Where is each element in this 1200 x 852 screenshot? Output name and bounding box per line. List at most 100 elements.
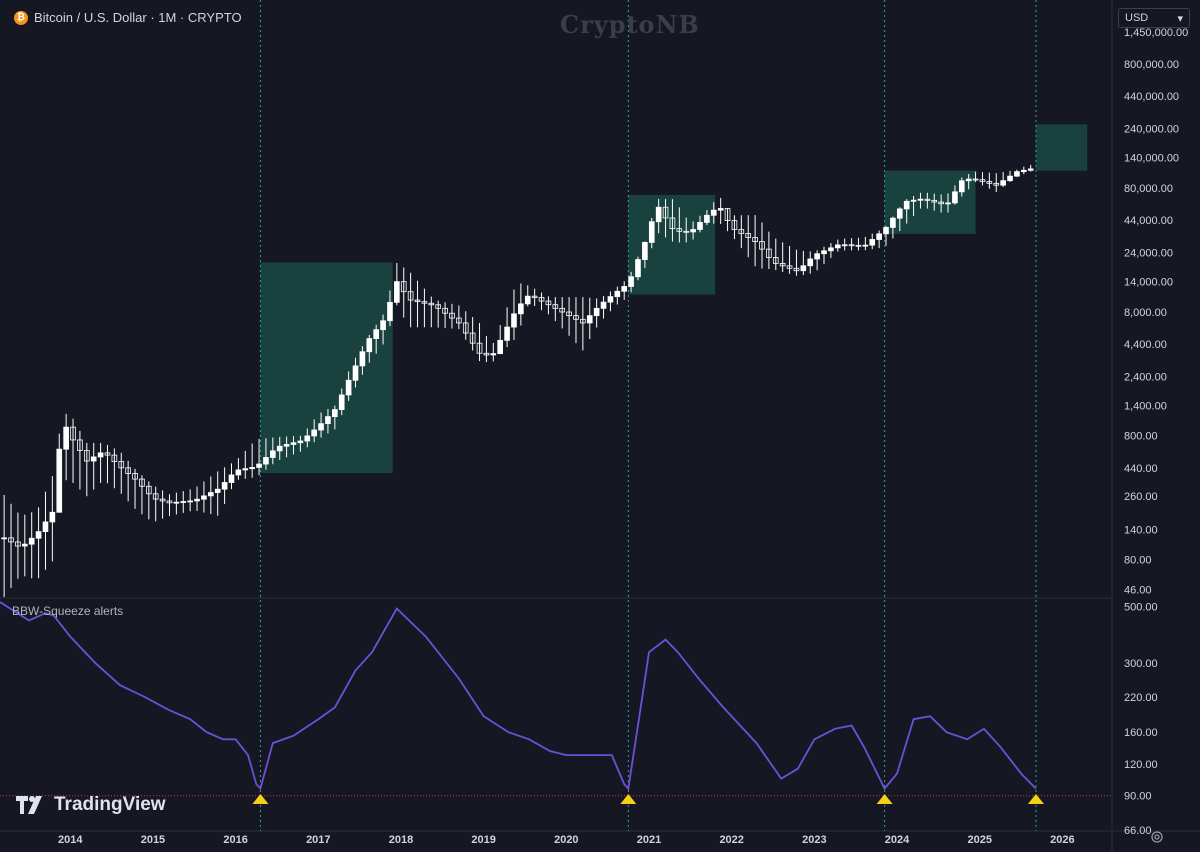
candle-body bbox=[766, 248, 772, 258]
alert-triangle-icon bbox=[252, 794, 269, 804]
brand-name: TradingView bbox=[54, 794, 166, 815]
time-tick-label: 2025 bbox=[967, 834, 991, 846]
indicator-tick-label: 300.00 bbox=[1124, 658, 1158, 670]
time-tick-label: 2016 bbox=[223, 834, 247, 846]
candle-body bbox=[490, 353, 497, 356]
candle-body bbox=[214, 488, 221, 493]
candle-body bbox=[380, 320, 386, 331]
candle-body bbox=[159, 498, 166, 502]
price-tick-label: 8,000.00 bbox=[1124, 307, 1167, 319]
candle-body bbox=[1027, 168, 1034, 171]
candle-body bbox=[896, 208, 903, 219]
candle-body bbox=[1021, 169, 1027, 173]
candle-body bbox=[63, 426, 69, 450]
candle-body bbox=[325, 416, 331, 425]
candle-body bbox=[848, 244, 855, 247]
price-tick-label: 1,400.00 bbox=[1124, 401, 1167, 413]
candle-body bbox=[8, 537, 14, 543]
candle-body bbox=[373, 329, 379, 340]
candle-body bbox=[752, 237, 758, 243]
signal-lines bbox=[259, 0, 1037, 831]
currency-value: USD bbox=[1125, 12, 1149, 24]
time-tick-label: 2014 bbox=[58, 834, 83, 846]
settings-gear-icon[interactable] bbox=[1150, 830, 1164, 844]
candle-body bbox=[221, 482, 228, 490]
candle-body bbox=[166, 500, 173, 504]
candle-body bbox=[49, 511, 56, 523]
candle-body bbox=[483, 352, 490, 356]
indicator-tick-label: 500.00 bbox=[1124, 601, 1158, 613]
price-tick-label: 240,000.00 bbox=[1124, 124, 1179, 136]
alert-triangle-icon bbox=[876, 794, 893, 804]
time-tick-label: 2019 bbox=[471, 834, 495, 846]
candle-body bbox=[573, 315, 579, 320]
candle-body bbox=[958, 180, 965, 193]
candle-body bbox=[979, 179, 986, 182]
symbol-header[interactable]: ₿ Bitcoin / U.S. Dollar · 1M · CRYPTO bbox=[14, 10, 242, 25]
candle-body bbox=[187, 500, 193, 503]
candle-body bbox=[15, 541, 21, 547]
time-axis[interactable]: 2014 2015 2016 2017 2018 2019 2020 2021 2022 2023… bbox=[58, 834, 1075, 846]
alert-markers bbox=[252, 794, 1044, 804]
candle-body bbox=[180, 501, 187, 503]
candle-body bbox=[111, 454, 118, 462]
candle-body bbox=[924, 198, 931, 201]
projection-box bbox=[1035, 124, 1088, 171]
time-tick-label: 2024 bbox=[885, 834, 910, 846]
candle-body bbox=[614, 290, 621, 298]
price-tick-label: 24,000.00 bbox=[1124, 248, 1173, 260]
currency-select[interactable]: USD ▾ bbox=[1118, 8, 1190, 28]
projection-box bbox=[260, 262, 393, 474]
price-tick-label: 44,000.00 bbox=[1124, 215, 1173, 227]
candle-body bbox=[256, 463, 262, 468]
candle-body bbox=[201, 495, 207, 500]
candle-body bbox=[77, 439, 83, 451]
candle-body bbox=[283, 444, 290, 447]
candle-body bbox=[890, 217, 896, 228]
candle-body bbox=[593, 307, 600, 317]
price-tick-label: 800.00 bbox=[1124, 431, 1158, 443]
candle-body bbox=[132, 473, 138, 480]
candle-body bbox=[738, 229, 745, 234]
candle-body bbox=[779, 263, 786, 267]
candle-body bbox=[1000, 180, 1006, 186]
price-tick-label: 800,000.00 bbox=[1124, 59, 1179, 71]
candle-body bbox=[387, 301, 393, 322]
indicator-tick-label: 220.00 bbox=[1124, 692, 1158, 704]
candle-body bbox=[242, 468, 249, 471]
price-tick-label: 80,000.00 bbox=[1124, 183, 1173, 195]
candle-body bbox=[125, 467, 131, 474]
projection-boxes bbox=[260, 124, 1088, 474]
candle-body bbox=[442, 307, 448, 314]
indicator-axis[interactable]: 500.00 300.00 220.00 160.00 120.00 90.00 66.00 bbox=[1124, 601, 1158, 837]
watermark: CryptoNB bbox=[560, 10, 700, 39]
candle-body bbox=[97, 452, 104, 458]
candle-body bbox=[400, 281, 407, 293]
candle-body bbox=[586, 315, 593, 324]
candle-body bbox=[394, 281, 400, 303]
candle-body bbox=[1007, 175, 1013, 182]
candle-body bbox=[524, 295, 531, 305]
candle-body bbox=[724, 208, 731, 222]
candle-body bbox=[304, 435, 311, 442]
price-tick-label: 440,000.00 bbox=[1124, 91, 1179, 103]
candle-body bbox=[855, 244, 862, 247]
candle-body bbox=[538, 297, 545, 302]
candle-body bbox=[90, 456, 97, 462]
price-axis[interactable]: 1,450,000.00 800,000.00 440,000.00 240,000.… bbox=[1124, 27, 1188, 597]
indicator-label[interactable]: BBW-Squeeze alerts bbox=[12, 604, 124, 618]
candle-body bbox=[759, 241, 765, 250]
candle-body bbox=[607, 296, 614, 303]
price-tick-label: 440.00 bbox=[1124, 463, 1158, 475]
candle-body bbox=[903, 200, 910, 210]
candle-body bbox=[297, 440, 304, 444]
time-tick-label: 2020 bbox=[554, 834, 578, 846]
candle-body bbox=[42, 521, 49, 533]
candle-body bbox=[435, 304, 441, 309]
candle-body bbox=[690, 229, 696, 233]
indicator-tick-label: 160.00 bbox=[1124, 727, 1158, 739]
tradingview-logo[interactable]: TradingView bbox=[16, 794, 166, 816]
candle-body bbox=[876, 233, 882, 240]
